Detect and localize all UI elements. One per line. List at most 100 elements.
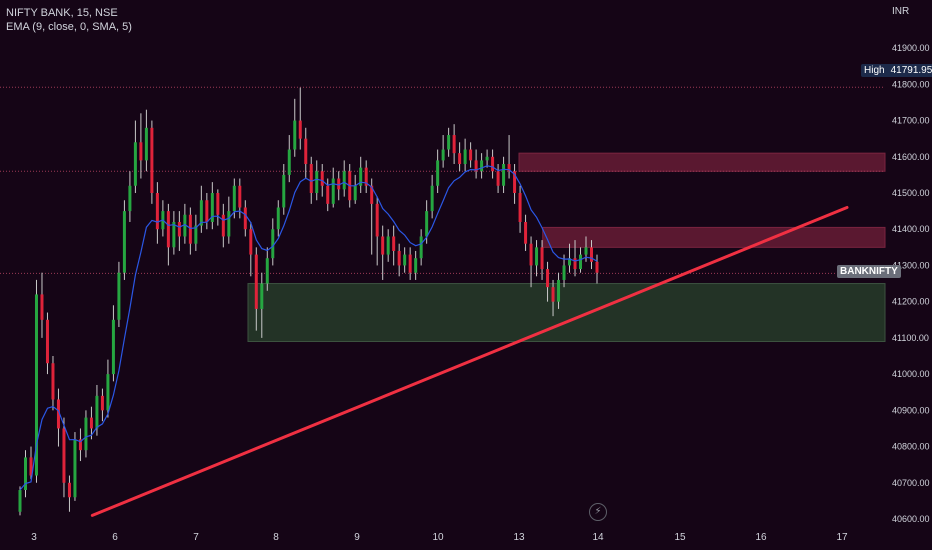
y-tick-label: 41900.00 [892, 43, 930, 53]
candle-body [78, 439, 82, 451]
candle-body [254, 254, 258, 309]
candle-body [502, 164, 506, 186]
candle-body [155, 193, 159, 230]
candle-body [529, 243, 533, 266]
candle-body [491, 156, 495, 172]
candle-body [441, 149, 445, 161]
candle-body [524, 221, 528, 244]
candle-body [216, 193, 220, 215]
candle-body [562, 265, 566, 280]
candle-body [287, 149, 291, 175]
candle-body [243, 207, 247, 230]
candle-body [238, 185, 242, 208]
candle-body [271, 229, 275, 259]
candle-body [18, 490, 22, 512]
ema-series [19, 165, 598, 491]
x-tick-label: 14 [592, 532, 604, 543]
time-axis[interactable]: 3 6 7 8 9 10 13 14 15 16 17 [31, 532, 848, 543]
candle-body [150, 127, 154, 193]
candle-body [265, 258, 269, 284]
candle-body [474, 160, 478, 172]
x-tick-label: 6 [112, 532, 118, 543]
candle-body [546, 269, 550, 288]
candle-body [469, 149, 473, 161]
y-tick-label: 41400.00 [892, 224, 930, 234]
high-value: 41791.95 [890, 65, 932, 76]
ema-legend[interactable]: EMA (9, close, 0, SMA, 5) [6, 21, 132, 33]
candle-body [480, 160, 484, 172]
candle-body [397, 250, 401, 266]
candle-body [100, 395, 104, 411]
candle-body [232, 185, 236, 212]
candle-body [414, 258, 418, 273]
candle-body [89, 417, 93, 429]
trendline[interactable] [90, 205, 849, 517]
candle-body [205, 200, 209, 222]
zones-layer [247, 152, 886, 343]
candle-body [293, 120, 297, 150]
candle-body [535, 247, 539, 266]
candle-body [199, 200, 203, 226]
candle-body [551, 287, 555, 302]
candle-body [320, 171, 324, 186]
symbol-legend[interactable]: NIFTY BANK, 15, NSE [6, 7, 118, 19]
candle-body [304, 138, 308, 165]
candle-body [568, 258, 572, 266]
y-tick-label: 41100.00 [892, 333, 929, 343]
ema-line [19, 165, 598, 491]
candle-body [381, 236, 385, 255]
candle-body [419, 236, 423, 259]
candle-body [386, 236, 390, 255]
y-tick-label: 41500.00 [892, 188, 930, 198]
candle-body [117, 272, 121, 320]
y-tick-label: 40600.00 [892, 514, 930, 524]
high-price-tag: High 41791.95 [861, 64, 932, 77]
candle-body [463, 149, 467, 165]
candle-body [106, 374, 110, 411]
candle-body [34, 294, 38, 476]
y-tick-label: 40900.00 [892, 405, 930, 415]
candle-body [172, 221, 176, 248]
candle-body [447, 135, 451, 150]
candle-body [166, 211, 170, 248]
candle-body [177, 221, 181, 237]
candle-body [73, 439, 77, 498]
candle-body [282, 174, 286, 208]
x-tick-label: 15 [674, 532, 686, 543]
candle-body [45, 319, 49, 364]
y-tick-label: 41600.00 [892, 152, 930, 162]
price-axis[interactable]: 41900.00 41800.00 41700.00 41600.00 41500.00… [892, 43, 930, 524]
candle-body [557, 279, 561, 302]
candle-body [485, 156, 489, 161]
y-tick-label: 40800.00 [892, 442, 930, 452]
x-tick-label: 8 [273, 532, 279, 543]
candle-body [210, 193, 214, 222]
x-tick-label: 13 [513, 532, 525, 543]
candle-body [260, 283, 264, 309]
candle-body [331, 178, 335, 204]
candle-body [353, 185, 357, 201]
supply-zone-0 [518, 152, 886, 172]
candle-body [128, 185, 132, 212]
dotted-levels [0, 86, 885, 274]
lightning-bolt-icon[interactable]: ⚡ [589, 503, 607, 521]
candle-body [62, 428, 66, 483]
x-tick-label: 9 [354, 532, 360, 543]
candle-body [584, 247, 588, 255]
candle-body [359, 167, 363, 186]
y-tick-label: 41200.00 [892, 297, 930, 307]
candle-body [56, 399, 60, 429]
candle-body [375, 203, 379, 237]
symbol-price-tag: BANKNIFTY [837, 265, 901, 278]
candle-body [573, 258, 577, 270]
candle-body [67, 482, 71, 498]
candle-body [111, 319, 115, 375]
candle-body [337, 178, 341, 190]
x-tick-label: 10 [432, 532, 444, 543]
x-tick-label: 7 [193, 532, 199, 543]
supply-zone-1 [542, 226, 886, 248]
candle-body [458, 153, 462, 165]
candle-body [221, 214, 225, 237]
demand-zone-2 [247, 283, 886, 343]
